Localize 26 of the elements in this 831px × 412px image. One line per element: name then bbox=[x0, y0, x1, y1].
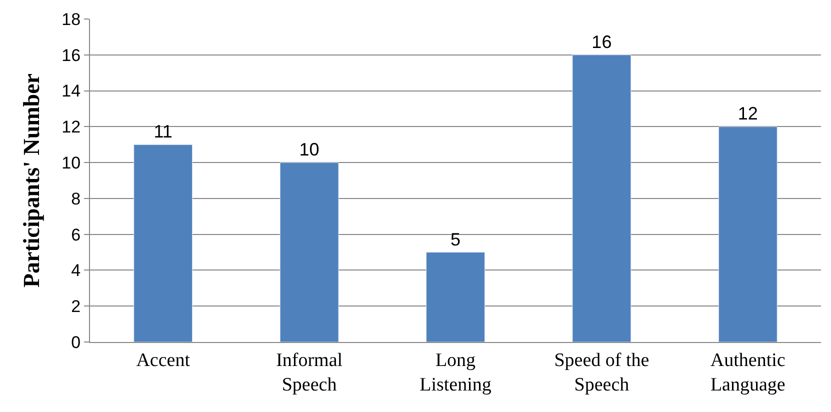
y-tick-label: 12 bbox=[62, 118, 81, 137]
data-label: 12 bbox=[738, 104, 758, 124]
x-tick-label: Authentic Language bbox=[710, 350, 786, 396]
y-tick-label: 8 bbox=[71, 189, 81, 208]
y-tick-label: 2 bbox=[71, 297, 81, 316]
x-tick-label: Long Listening bbox=[420, 350, 492, 396]
bar bbox=[718, 126, 778, 342]
y-tick-label: 0 bbox=[71, 332, 81, 352]
bar bbox=[280, 162, 339, 342]
y-tick-label: 14 bbox=[62, 82, 81, 101]
x-tick-label: Informal Speech bbox=[276, 350, 343, 396]
x-tick-label: Speed of the Speech bbox=[554, 350, 650, 396]
data-label: 10 bbox=[299, 140, 320, 160]
data-label: 11 bbox=[154, 122, 172, 142]
x-tick-label: Accent bbox=[136, 350, 191, 371]
y-tick-label: 16 bbox=[62, 46, 81, 65]
data-label: 5 bbox=[450, 229, 461, 250]
data-label: 16 bbox=[592, 32, 612, 52]
y-axis-title: Participants' Number bbox=[19, 73, 44, 288]
y-tick-label: 6 bbox=[71, 225, 81, 244]
y-tick-label: 18 bbox=[62, 10, 81, 29]
bar bbox=[134, 144, 193, 342]
bar bbox=[426, 252, 485, 342]
y-tick-label: 10 bbox=[62, 154, 81, 173]
bar bbox=[572, 54, 632, 342]
y-tick-label: 4 bbox=[71, 261, 81, 280]
